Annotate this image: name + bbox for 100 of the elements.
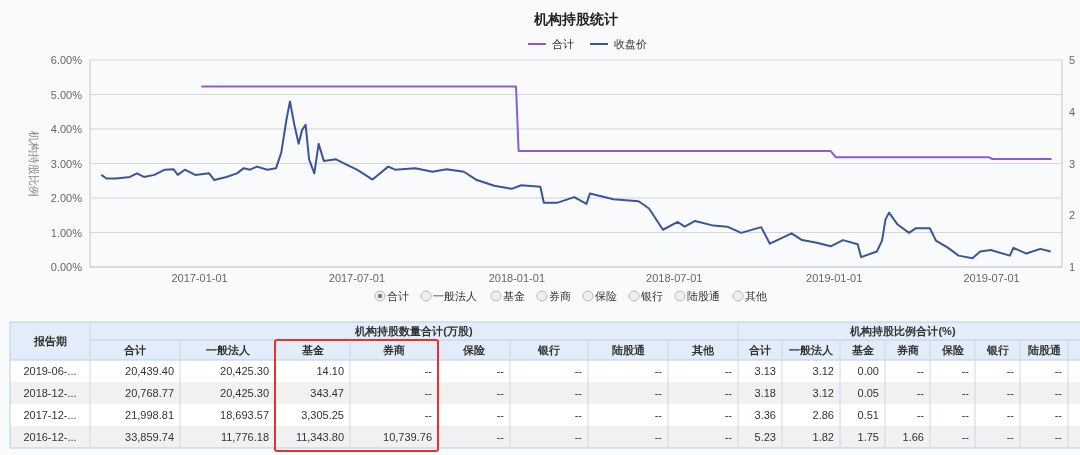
text: 基金: [503, 290, 525, 302]
text: 1.75: [857, 431, 879, 443]
text: 20,425.30: [220, 387, 269, 399]
text: --: [574, 409, 582, 421]
text: 21,998.81: [125, 409, 174, 421]
category-label: 保险: [462, 344, 486, 356]
x-tick-label: 2018-01-01: [488, 272, 546, 284]
text: 18,693.57: [220, 409, 269, 421]
text: --: [724, 387, 732, 399]
category-label: 银行: [537, 344, 560, 356]
text: 机构持股比例合计(%): [849, 325, 956, 337]
y-tick-label: 4.00%: [50, 123, 83, 135]
text: 3.12: [812, 387, 834, 399]
text: --: [724, 365, 732, 377]
text: --: [496, 431, 504, 443]
y-tick-label: 6.00%: [50, 54, 83, 66]
category-label: 其他: [691, 344, 715, 357]
text: --: [1054, 365, 1062, 377]
text: 陆股通: [687, 290, 720, 302]
text: 10,739.76: [383, 431, 432, 443]
category-label: 券商: [895, 344, 919, 356]
y-tick-label: 0.00%: [50, 261, 83, 273]
text: --: [724, 409, 732, 421]
text: --: [574, 387, 582, 399]
y-tick-label: 1.00%: [50, 226, 83, 239]
category-label: 2019-06-...: [23, 365, 77, 377]
text: --: [1054, 431, 1062, 443]
category-label: 陆股通: [611, 344, 646, 356]
text: --: [654, 387, 662, 399]
text: --: [1054, 409, 1062, 421]
text: 20,425.30: [220, 365, 269, 377]
text: --: [574, 365, 582, 377]
text: --: [1054, 387, 1062, 399]
y-tick-label: 2.00%: [50, 192, 83, 204]
text: 1.82: [812, 431, 834, 443]
text: --: [1006, 409, 1014, 421]
text: --: [961, 431, 969, 443]
text: 20,439.40: [125, 365, 174, 377]
text: --: [654, 365, 662, 377]
category-label: 券商: [382, 344, 405, 356]
text: --: [724, 431, 732, 443]
legend-label: 合计: [552, 38, 574, 50]
y2-tick-label: 3: [1069, 157, 1076, 170]
text: 0.51: [857, 409, 879, 421]
text: --: [961, 387, 969, 399]
text: 合计: [387, 290, 409, 302]
category-label: 2016-12-...: [23, 431, 77, 443]
y-tick-label: 3.00%: [50, 157, 83, 170]
category-label: 2018-12-...: [23, 387, 77, 399]
text: --: [961, 409, 969, 421]
category-label: 合计: [123, 344, 146, 356]
text: 3,305.25: [301, 409, 344, 421]
x-tick-label: 2018-07-01: [646, 272, 703, 284]
text: 20,768.77: [125, 387, 174, 399]
text: --: [654, 431, 662, 443]
text: --: [574, 431, 582, 443]
text: 1.66: [902, 431, 924, 443]
x-tick-label: 2019-01-01: [806, 272, 863, 284]
category-label: 2017-12-...: [23, 409, 77, 421]
text: --: [1006, 431, 1014, 443]
text: 机构持股数量合计(万股): [354, 325, 473, 337]
text: --: [496, 409, 504, 421]
text: 2.86: [812, 409, 834, 421]
line-series: [100, 100, 1052, 260]
text: 3.12: [812, 365, 834, 377]
text: 3.36: [754, 409, 776, 421]
x-tick-label: 2017-07-01: [328, 272, 386, 284]
x-tick-label: 2017-01-01: [171, 272, 228, 284]
category-label: 一般法人: [789, 344, 834, 357]
text: 343.47: [310, 387, 344, 399]
y2-tick-label: 5: [1069, 54, 1076, 66]
text: --: [961, 365, 969, 377]
text: 3.13: [754, 365, 776, 377]
text: --: [424, 409, 432, 421]
text: 0.00: [857, 365, 879, 377]
text: 0.05: [857, 387, 879, 399]
text: 33,859.74: [125, 431, 174, 443]
y-tick-label: 5.00%: [50, 88, 83, 101]
y2-tick-label: 2: [1069, 209, 1076, 222]
category-label: 基金: [300, 344, 325, 356]
text: --: [654, 409, 662, 421]
text: 保险: [595, 290, 617, 302]
text: 其他: [745, 290, 767, 302]
category-label: 保险: [940, 344, 965, 356]
category-label: 合计: [748, 344, 771, 356]
text: 11,343.80: [295, 431, 344, 443]
text: --: [1006, 365, 1014, 377]
text: 11,776.18: [220, 431, 269, 443]
y2-tick-label: 4: [1069, 105, 1076, 118]
text: 一般法人: [433, 290, 477, 302]
y2-tick-label: 1: [1069, 261, 1076, 273]
text: 银行: [640, 290, 663, 302]
text: 券商: [549, 290, 571, 302]
y-axis-title: 机构持股比例: [28, 130, 40, 197]
text: 报告期: [32, 335, 67, 347]
x-tick-label: 2019-07-01: [963, 272, 1020, 284]
text: --: [496, 387, 504, 399]
text: --: [916, 387, 924, 399]
legend-label: 收盘价: [614, 38, 647, 50]
text: --: [496, 365, 504, 377]
